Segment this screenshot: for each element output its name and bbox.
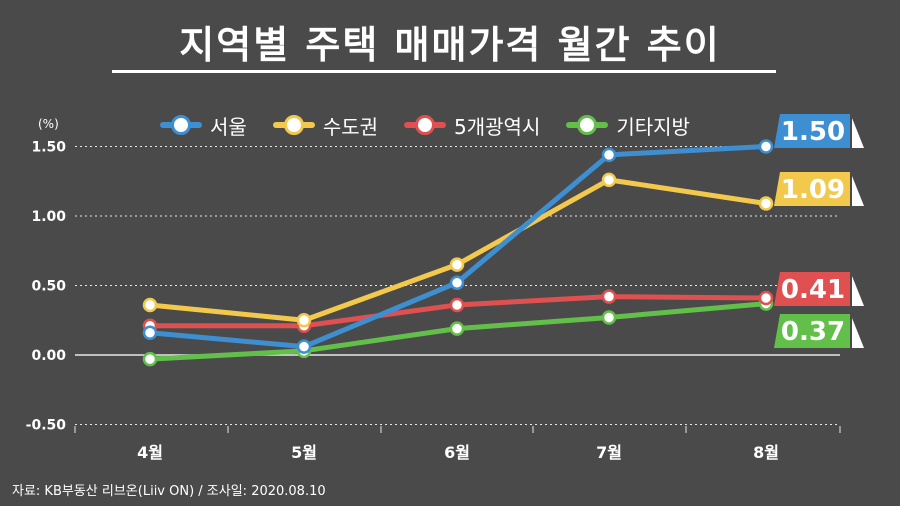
- data-point: [601, 289, 617, 304]
- x-tick-label: 7월: [596, 443, 622, 462]
- legend-swatch: [272, 115, 315, 135]
- legend-label: 서울: [210, 114, 247, 139]
- end-value-label: 1.50: [774, 114, 864, 148]
- title-underline: [112, 70, 776, 73]
- y-tick-label: 1.00: [31, 209, 66, 225]
- data-point: [296, 339, 312, 354]
- end-label-text: 1.50: [781, 117, 845, 147]
- data-point: [449, 275, 465, 290]
- data-point: [142, 325, 158, 341]
- source-note: 자료: KB부동산 리브온(Liiv ON) / 조사일: 2020.08.10: [12, 484, 326, 499]
- y-tick-label: 0.00: [31, 348, 66, 364]
- legend-swatch: [160, 115, 202, 135]
- data-point: [296, 313, 312, 328]
- data-point: [449, 321, 465, 336]
- legend-swatch: [404, 115, 447, 135]
- y-tick-label: 0.50: [31, 279, 66, 295]
- end-label-text: 0.37: [781, 317, 845, 347]
- x-tick-label: 8월: [753, 443, 779, 462]
- y-tick-label: 1.50: [31, 140, 66, 156]
- x-tick-label: 6월: [444, 443, 470, 462]
- legend-item: 5개광역시: [404, 111, 540, 140]
- y-unit-label: (%): [38, 117, 59, 131]
- end-value-label: 0.37: [774, 314, 864, 348]
- end-label-tab: [852, 318, 864, 348]
- end-label-text: 1.09: [781, 175, 845, 205]
- data-point: [758, 139, 774, 154]
- end-label-box: [774, 314, 850, 348]
- data-point: [601, 172, 617, 188]
- x-tick-label: 5월: [291, 443, 317, 462]
- end-value-label: 1.09: [774, 172, 864, 206]
- legend-label: 5개광역시: [454, 114, 541, 139]
- end-label-box: [774, 172, 850, 206]
- y-tick-label: -0.50: [26, 418, 67, 434]
- legend-swatch: [566, 115, 609, 135]
- x-tick-label: 4월: [137, 443, 163, 462]
- data-point: [758, 290, 774, 306]
- end-label-box: [774, 272, 850, 306]
- end-label-tab: [852, 176, 864, 206]
- end-value-label: 0.41: [774, 272, 864, 306]
- end-label-tab: [852, 118, 864, 148]
- chart-title: 지역별 주택 매매가격 월간 추이: [179, 23, 721, 67]
- legend: 서울 수도권 5개광역시 기타지방: [160, 110, 690, 140]
- legend-item: 수도권: [272, 111, 379, 140]
- legend-item: 기타지방: [566, 111, 690, 140]
- data-point: [601, 147, 617, 163]
- data-point: [142, 351, 158, 367]
- legend-label: 수도권: [322, 114, 379, 139]
- data-point: [449, 297, 465, 313]
- end-label-tab: [852, 276, 864, 306]
- data-point: [449, 257, 465, 272]
- end-label-text: 0.41: [781, 275, 845, 305]
- data-point: [601, 310, 617, 325]
- end-label-box: [774, 114, 850, 148]
- data-point: [142, 297, 158, 313]
- data-point: [758, 196, 774, 211]
- legend-item: 서울: [160, 111, 247, 140]
- legend-label: 기타지방: [616, 114, 690, 139]
